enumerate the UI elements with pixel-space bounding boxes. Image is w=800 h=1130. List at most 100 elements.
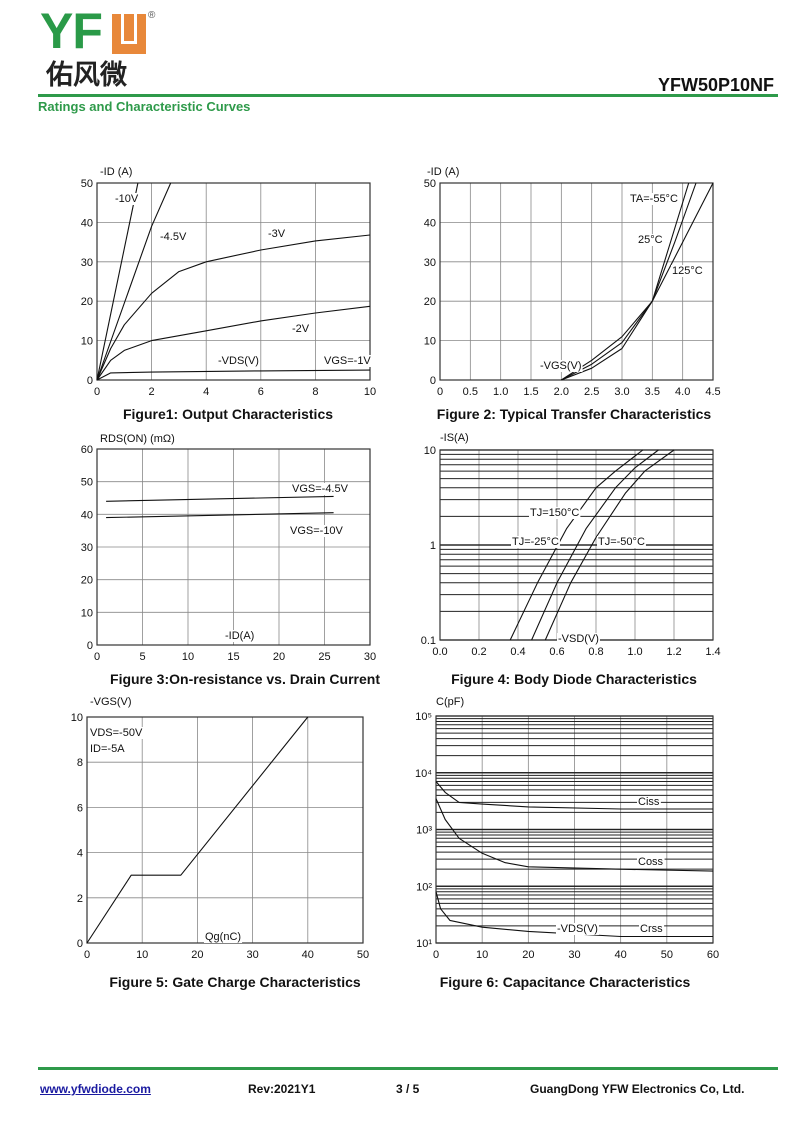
section-title: Ratings and Characteristic Curves	[38, 99, 251, 114]
annotation: Qg(nC)	[205, 931, 241, 943]
annotation: VGS=-1V	[324, 355, 371, 367]
annotation-bg	[511, 536, 560, 548]
annotation-bg	[597, 536, 646, 548]
y-axis-title: C(pF)	[436, 696, 464, 708]
y-tick-label: 2	[77, 893, 83, 905]
x-tick-label: 30	[246, 949, 258, 961]
annotation-bg	[89, 727, 144, 739]
x-tick-label: 15	[227, 651, 239, 663]
series--2v	[96, 305, 371, 381]
y-tick-label: 6	[77, 802, 83, 814]
annotation: TJ=-50°C	[598, 536, 645, 548]
annotation: VDS=-50V	[90, 727, 143, 739]
website-link[interactable]: www.yfwdiode.com	[40, 1082, 151, 1096]
page-number: 3 / 5	[396, 1082, 420, 1096]
y-tick-label: 0.1	[421, 635, 436, 647]
y-tick-label: 0	[87, 375, 93, 387]
x-tick-label: 2.5	[584, 386, 599, 398]
annotation-bg	[159, 231, 188, 243]
x-tick-label: 50	[661, 949, 673, 961]
x-tick-label: 10	[476, 949, 488, 961]
y-axis-title: -ID (A)	[427, 166, 459, 178]
y-tick-label: 0	[430, 375, 436, 387]
x-tick-label: 8	[312, 386, 318, 398]
x-tick-label: 1.0	[627, 646, 642, 658]
annotation-bg	[629, 193, 679, 205]
y-tick-label: 10	[424, 336, 436, 348]
y-tick-label: 50	[424, 178, 436, 190]
logo-u-mark	[112, 14, 146, 54]
series-tj-25-c	[531, 449, 659, 641]
x-tick-label: 0.0	[432, 646, 447, 658]
x-tick-label: 0	[94, 386, 100, 398]
plot-frame	[96, 182, 371, 381]
x-tick-label: 50	[357, 949, 369, 961]
series--4-5v	[96, 182, 172, 381]
annotation-bg	[291, 483, 350, 495]
annotation: VGS=-4.5V	[292, 483, 349, 495]
y-tick-label: 8	[77, 757, 83, 769]
x-tick-label: 0	[437, 386, 443, 398]
x-tick-label: 40	[615, 949, 627, 961]
header-divider	[38, 94, 778, 97]
annotation: TJ=-25°C	[512, 536, 559, 548]
x-tick-label: 0	[84, 949, 90, 961]
figure-2-caption: Figure 2: Typical Transfer Characteristi…	[436, 406, 712, 422]
annotation: -ID(A)	[225, 630, 254, 642]
x-tick-label: 1.4	[705, 646, 720, 658]
x-tick-label: 25	[318, 651, 330, 663]
x-tick-label: 2	[149, 386, 155, 398]
annotation-bg	[556, 923, 599, 935]
annotation-bg	[637, 234, 664, 246]
annotation: -VDS(V)	[557, 923, 598, 935]
y-tick-label: 30	[81, 257, 93, 269]
series-tj-50-c	[544, 449, 675, 641]
x-tick-label: 20	[191, 949, 203, 961]
x-tick-label: 0	[94, 651, 100, 663]
x-tick-label: 0.5	[463, 386, 478, 398]
series-ta-55-c	[561, 182, 690, 381]
plot-frame	[435, 715, 714, 944]
annotation-bg	[89, 743, 127, 755]
y-tick-label: 60	[81, 444, 93, 456]
annotation-bg	[529, 507, 581, 519]
series-coss	[435, 798, 714, 872]
annotation-bg	[217, 355, 260, 367]
annotation-bg	[204, 931, 243, 943]
x-tick-label: 2.0	[554, 386, 569, 398]
logo-chinese: 佑风微	[46, 60, 127, 90]
annotation-bg	[224, 630, 256, 642]
y-tick-label: 4	[77, 848, 83, 860]
series--10v	[96, 182, 139, 381]
x-tick-label: 1.2	[666, 646, 681, 658]
figure-6-caption: Figure 6: Capacitance Characteristics	[439, 974, 691, 990]
x-tick-label: 0.2	[471, 646, 486, 658]
y-tick-label: 30	[81, 542, 93, 554]
annotation-bg	[267, 228, 287, 240]
y-tick-label: 40	[81, 509, 93, 521]
chart-1: 0 2 4 6 8 10 0 10 20 30 40 50 -ID (A) -10V -4.5V -3V -2V…	[81, 166, 376, 398]
figure-5-caption: Figure 5: Gate Charge Characteristics	[109, 974, 361, 990]
series--3v	[96, 234, 371, 381]
series-crss	[435, 891, 713, 938]
annotation: 25°C	[638, 234, 663, 246]
series-ciss	[435, 781, 713, 810]
x-tick-label: 10	[182, 651, 194, 663]
x-tick-label: 20	[273, 651, 285, 663]
y-axis-title: -VGS(V)	[90, 696, 132, 708]
annotation: TJ=150°C	[530, 507, 579, 519]
y-tick-label: 10⁴	[415, 768, 432, 780]
annotation-bg	[637, 796, 661, 808]
registered-mark: ®	[148, 10, 156, 21]
series-vgs	[86, 716, 309, 944]
y-tick-label: 10	[81, 607, 93, 619]
x-tick-label: 10	[136, 949, 148, 961]
annotation: -VGS(V)	[540, 360, 582, 372]
x-tick-label: 4.5	[705, 386, 720, 398]
annotation: -10V	[115, 193, 139, 205]
y-tick-label: 20	[424, 296, 436, 308]
y-tick-label: 1	[430, 540, 436, 552]
annotation-bg	[289, 525, 345, 537]
revision: Rev:2021Y1	[248, 1082, 316, 1096]
